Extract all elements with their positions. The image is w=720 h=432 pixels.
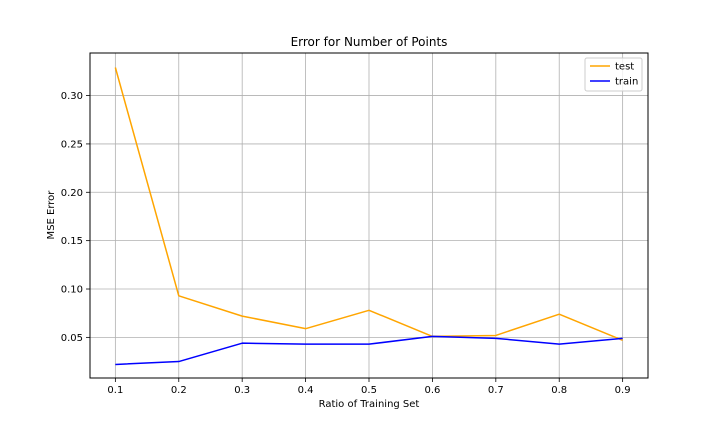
y-axis-ticks: 0.05 0.10 0.15 0.20 0.25 0.30 bbox=[61, 91, 90, 344]
legend-label-train: train bbox=[615, 77, 638, 88]
y-tick-label: 0.30 bbox=[61, 91, 83, 102]
x-tick-label: 0.6 bbox=[424, 385, 440, 396]
series-line-train bbox=[115, 335, 623, 366]
y-tick-label: 0.20 bbox=[61, 188, 83, 199]
x-tick-label: 0.8 bbox=[551, 385, 567, 396]
x-axis-label: Ratio of Training Set bbox=[319, 399, 420, 410]
y-tick-label: 0.05 bbox=[61, 333, 83, 344]
x-tick-label: 0.3 bbox=[234, 385, 250, 396]
x-axis-ticks: 0.1 0.2 0.3 0.4 0.5 0.6 0.7 0.8 0.9 bbox=[107, 378, 631, 396]
x-tick-label: 0.5 bbox=[361, 385, 377, 396]
x-tick-label: 0.7 bbox=[488, 385, 504, 396]
legend: test train bbox=[584, 57, 643, 92]
y-tick-label: 0.10 bbox=[61, 285, 83, 296]
y-tick-label: 0.15 bbox=[61, 236, 83, 247]
grid-lines bbox=[90, 53, 648, 378]
y-axis-label: MSE Error bbox=[46, 190, 57, 240]
chart-title: Error for Number of Points bbox=[291, 35, 448, 49]
series-lines bbox=[114, 67, 623, 366]
x-tick-label: 0.4 bbox=[298, 385, 314, 396]
x-tick-label: 0.9 bbox=[615, 385, 631, 396]
x-tick-label: 0.1 bbox=[107, 385, 123, 396]
x-tick-label: 0.2 bbox=[171, 385, 187, 396]
y-tick-label: 0.25 bbox=[61, 139, 83, 150]
legend-label-test: test bbox=[615, 62, 634, 73]
series-line-test bbox=[114, 67, 623, 341]
